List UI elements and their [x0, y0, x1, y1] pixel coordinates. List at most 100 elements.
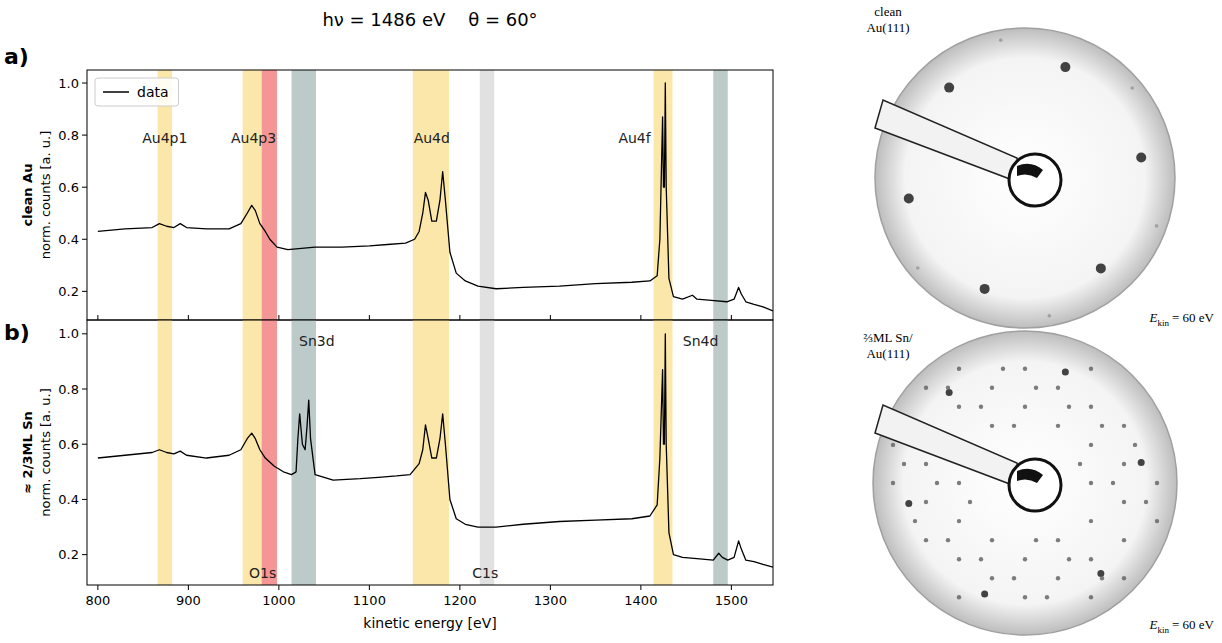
x-tick: [278, 315, 279, 320]
leed-spot: [1122, 462, 1126, 466]
region: [262, 320, 277, 585]
energy-label: Ekin= 60 eV: [1149, 310, 1215, 328]
y-tick-label: 0.4: [58, 232, 79, 247]
peak-label: C1s: [472, 565, 498, 581]
region: [292, 70, 316, 320]
leed-spot: [1100, 424, 1104, 428]
energy-symbol: E: [1149, 617, 1158, 632]
leed-spot: [957, 519, 961, 523]
x-tick: [550, 315, 551, 320]
leed-spot: [979, 557, 983, 561]
leed-spot: [924, 538, 928, 542]
leed-spot: [1056, 538, 1060, 542]
leed-spot: [1097, 570, 1104, 577]
leed-spot: [1056, 386, 1060, 390]
leed-spot: [891, 481, 895, 485]
leed-gun-shadow: [1017, 469, 1043, 483]
leed-spot: [979, 405, 983, 409]
leed-spot: [1122, 500, 1126, 504]
leed-spot: [1048, 314, 1052, 318]
y-tick: [82, 499, 87, 500]
y-tick: [82, 291, 87, 292]
x-tick: [369, 585, 370, 590]
leed-spot: [905, 500, 912, 507]
x-tick-label: 900: [176, 593, 201, 608]
plot-area: [98, 320, 773, 585]
leed-spot: [1023, 557, 1027, 561]
energy-value: = 60 eV: [1172, 617, 1215, 632]
leed-spot: [1023, 367, 1027, 371]
spectrum-line: [98, 334, 773, 567]
x-axis-label: kinetic energy [eV]: [363, 615, 496, 631]
leed-spot: [1122, 576, 1126, 580]
legend: data: [95, 78, 179, 106]
leed-spot: [1089, 481, 1093, 485]
leed-spot: [957, 595, 961, 599]
leed-spot: [1122, 538, 1126, 542]
leed-spot: [999, 38, 1003, 42]
region: [413, 70, 449, 320]
y-tick-label: 0.4: [58, 492, 79, 507]
y-tick-label: 0.8: [58, 128, 79, 143]
leed-spot: [1078, 462, 1082, 466]
leed-spot: [1034, 538, 1038, 542]
energy-symbol: E: [1149, 310, 1158, 325]
figure: hν = 1486 eV θ = 60°0.20.40.60.81.0norm.…: [0, 0, 1222, 643]
x-tick-label: 1200: [443, 593, 476, 608]
x-tick: [731, 315, 732, 320]
y-tick: [82, 187, 87, 188]
leed-holder: [875, 100, 1023, 184]
leed-gun: [1009, 459, 1061, 511]
leed-spot: [1155, 224, 1159, 228]
leed-spot: [1001, 367, 1005, 371]
x-tick: [278, 585, 279, 590]
axes-frame: [87, 70, 773, 320]
region: [243, 70, 262, 320]
spectrum-line: [98, 83, 773, 311]
leed-spot: [1089, 367, 1093, 371]
leed-spot: [957, 557, 961, 561]
y-tick: [82, 389, 87, 390]
leed-spot: [1023, 405, 1027, 409]
region: [480, 320, 494, 585]
x-tick-label: 1100: [353, 593, 386, 608]
x-tick: [369, 315, 370, 320]
leed-spot: [1122, 424, 1126, 428]
leed-spot: [1089, 443, 1093, 447]
legend-box: [95, 78, 179, 106]
leed-spot: [1056, 576, 1060, 580]
legend-label: data: [137, 84, 169, 100]
energy-value: = 60 eV: [1172, 310, 1215, 325]
y-tick-label: 0.6: [58, 437, 79, 452]
leed-spot: [944, 83, 954, 93]
leed-spot: [957, 405, 961, 409]
leed-spot: [946, 389, 953, 396]
y-tick: [82, 83, 87, 84]
y-tick-label: 1.0: [58, 326, 79, 341]
x-tick: [97, 315, 98, 320]
leed-spot: [990, 386, 994, 390]
figure-title: hν = 1486 eV θ = 60°: [322, 9, 537, 30]
energy-label: Ekin= 60 eV: [1149, 617, 1215, 635]
x-tick-label: 1500: [715, 593, 748, 608]
region: [713, 70, 727, 320]
y-axis-label: norm. counts [a. u.]: [38, 388, 53, 517]
leed-spot: [924, 500, 928, 504]
y-tick: [82, 135, 87, 136]
x-tick-label: 1400: [624, 593, 657, 608]
leed-spot: [990, 538, 994, 542]
y-tick: [82, 239, 87, 240]
leed-spot: [1089, 405, 1093, 409]
leed-spot: [1067, 557, 1071, 561]
y-tick: [82, 554, 87, 555]
x-tick: [188, 315, 189, 320]
leed-gun-shadow: [1017, 164, 1043, 178]
energy-subscript: kin: [1157, 625, 1169, 635]
leed-spot: [1067, 405, 1071, 409]
image-label: ⅔ML Sn/: [863, 330, 913, 345]
region: [243, 320, 262, 585]
leed-spot: [1100, 576, 1104, 580]
leed-spot: [1111, 481, 1115, 485]
region: [262, 70, 277, 320]
image-label: clean: [874, 4, 902, 19]
